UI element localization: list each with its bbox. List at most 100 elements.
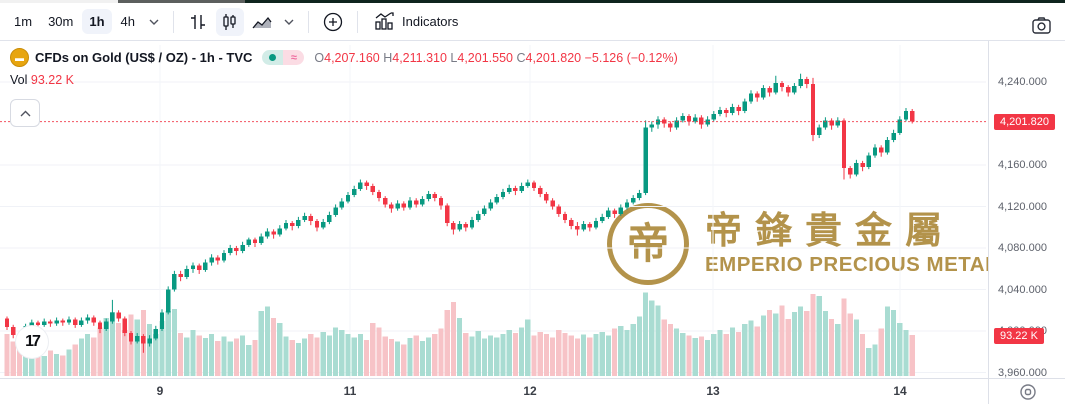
time-axis[interactable]: 9 11 12 13 14 [0,378,988,404]
volume-bar [785,318,791,376]
candle-body [389,204,394,209]
candlestick-chart-type-icon[interactable] [216,7,244,36]
time-axis-label[interactable]: 13 [706,384,720,398]
approx-icon: ≈ [283,50,305,65]
axis-settings-icon[interactable] [1019,383,1037,401]
candle-body [798,78,803,87]
area-chart-type-icon[interactable] [248,8,276,36]
candle-body [773,83,778,93]
candle-body [321,222,326,228]
volume-bar [822,310,828,376]
volume-bar [264,306,270,376]
legend-collapse-button[interactable] [10,99,40,127]
chart-type-menu-chevron-down-icon[interactable] [280,8,298,36]
volume-bar [543,333,549,376]
candle-body [736,106,741,112]
candle-body [711,114,716,120]
candle-body [649,124,654,128]
volume-bar [165,310,171,376]
volume-bar [357,334,363,376]
volume-bar [773,313,779,376]
volume-bar [736,332,742,376]
candle-body [618,207,623,214]
volume-bar [184,337,190,376]
timeframe-30m[interactable]: 30m [48,14,74,29]
time-axis-label[interactable]: 11 [343,384,357,398]
volume-value: 93.22 K [30,73,74,87]
candle-body [451,223,456,230]
volume-bar [835,324,841,376]
volume-bar [23,351,29,376]
timeframe-1h[interactable]: 1h [82,9,112,34]
timeframe-1m[interactable]: 1m [14,14,33,29]
candle-body [91,317,96,323]
price-axis[interactable]: 4,240.000 4,160.000 4,120.000 4,080.000 4,04… [988,41,1065,404]
market-status-pill[interactable]: ≈ [262,50,305,65]
indicators-button[interactable]: Indicators [366,8,466,35]
candlestick-chart-canvas[interactable] [0,0,988,404]
candle-body [575,226,580,230]
candle-body [872,147,878,156]
volume-bar [723,334,729,376]
candle-body [885,140,890,153]
volume-bar [537,332,543,376]
candle-body [668,123,673,128]
candle-body [445,205,450,224]
candle-body [556,206,561,214]
volume-bar [450,302,456,376]
candle-body [903,111,909,120]
candle-body [730,106,735,114]
time-axis-label[interactable]: 14 [893,384,907,398]
volume-bar [401,344,407,376]
hlc-bars-chart-type-icon[interactable] [184,8,212,36]
volume-bar [457,317,463,376]
candle-body [240,244,245,252]
volume-bar [438,328,444,376]
time-axis-label[interactable]: 12 [523,384,537,398]
volume-bar [605,335,611,376]
volume-bar [54,354,60,376]
compare-add-symbol-icon[interactable] [319,8,347,36]
volume-bar [382,336,388,376]
volume-bar [742,324,748,376]
candle-body [29,322,34,326]
volume-bar [556,330,562,376]
chevron-up-icon [20,110,30,116]
volume-bar [587,337,593,376]
price-tick-label: 3,960.000 [998,366,1047,379]
candle-body [184,268,189,278]
volume-bar [240,335,246,376]
candle-body [531,182,537,188]
camera-snapshot-icon[interactable] [1027,11,1055,39]
candle-body [587,224,592,228]
candle-body [54,320,59,324]
volume-bar [147,324,153,376]
candle-body [345,195,351,202]
volume-bar [271,317,277,376]
candle-body [823,120,828,128]
indicators-icon [375,12,394,30]
volume-bar [872,344,878,376]
volume-bar [519,327,525,376]
candle-body [116,312,121,319]
volume-label[interactable]: Vol [10,73,28,87]
change-value: −5.126 [584,50,624,65]
watermark-english-name: EMPERIO PRECIOUS METALS [705,253,1013,277]
volume-bar [370,323,376,376]
candle-body [817,127,822,135]
watermark-chinese-name: 帝鋒貴金屬 [705,209,955,251]
candle-body [153,328,158,339]
candle-body [426,194,431,200]
candle-body [507,187,512,192]
tradingview-logo-icon[interactable]: 17 [16,326,48,358]
symbol-title[interactable]: CFDs on Gold (US$ / OZ) - 1h - TVC [35,50,253,65]
candle-body [383,198,388,205]
volume-bar [91,337,97,376]
timeframe-menu-chevron-down-icon[interactable] [145,8,163,36]
low-value: 4,201.550 [457,50,513,65]
timeframe-4h[interactable]: 4h [120,14,135,29]
volume-bar [884,306,890,376]
time-axis-label[interactable]: 9 [156,384,164,398]
candle-body [135,336,140,342]
